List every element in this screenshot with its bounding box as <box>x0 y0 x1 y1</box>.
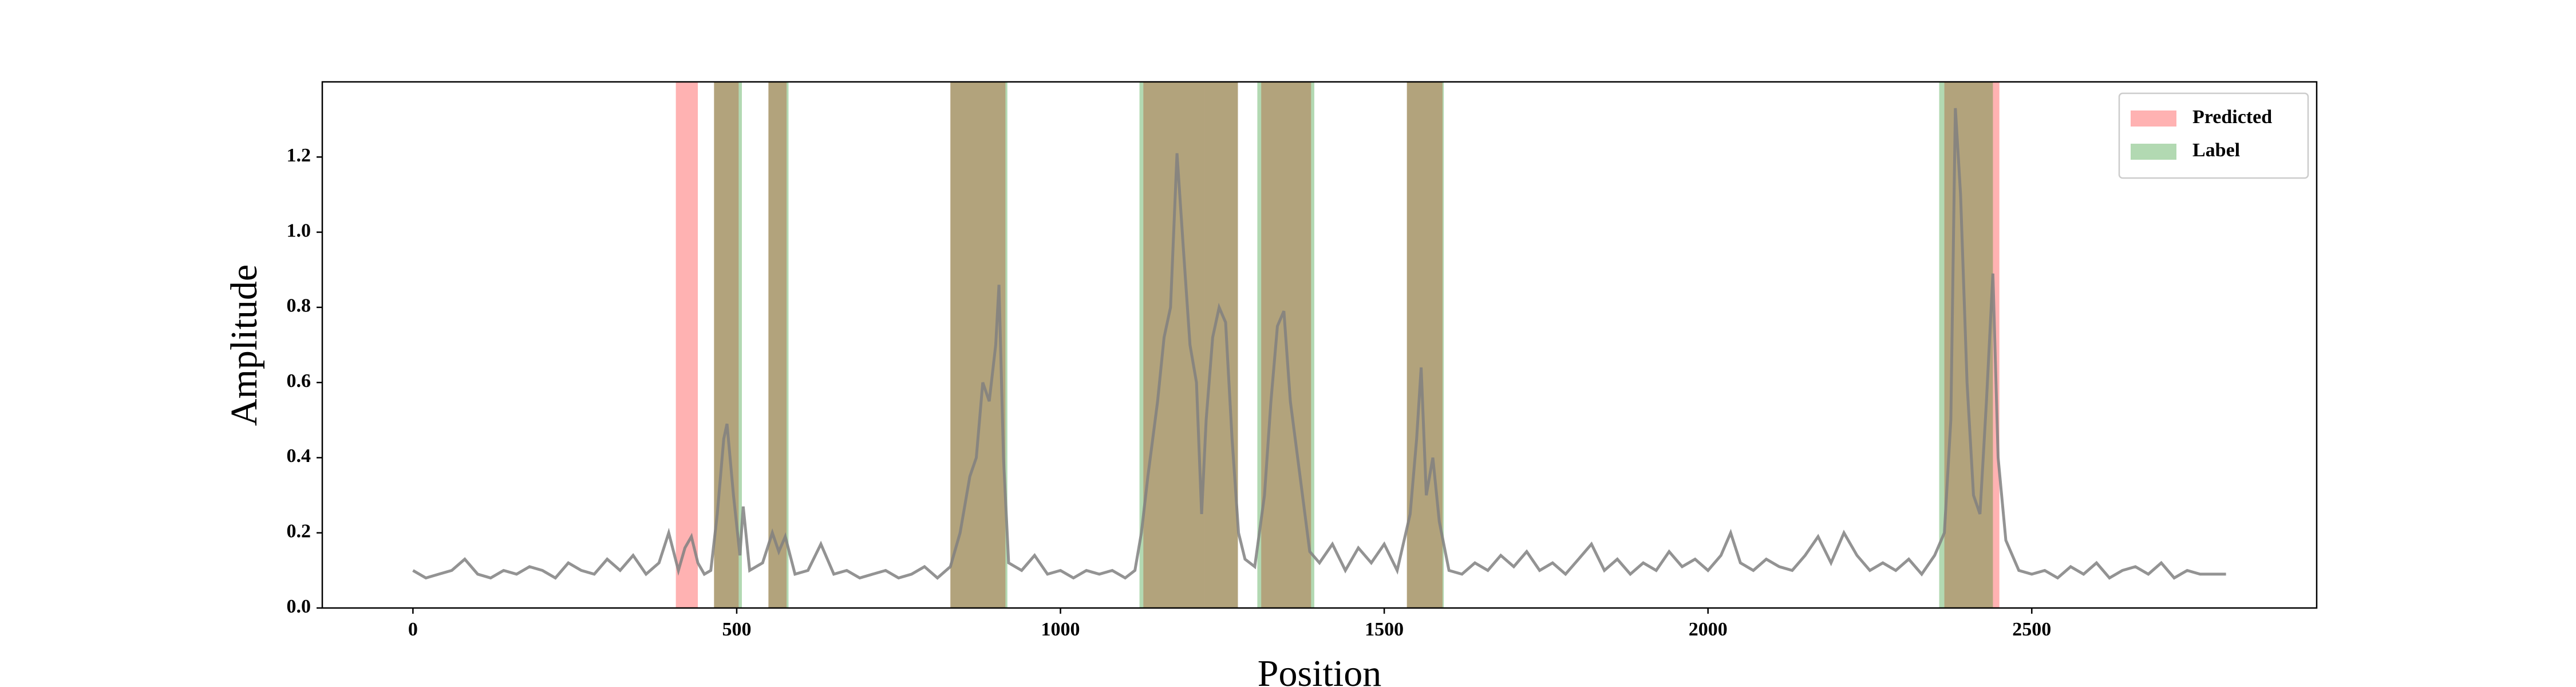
y-tick-label: 0.8 <box>287 295 311 317</box>
span <box>768 82 787 608</box>
x-axis-label: Position <box>1258 653 1381 687</box>
span <box>1406 82 1444 608</box>
legend-box <box>2118 92 2309 179</box>
legend-label: Label <box>2192 140 2240 161</box>
legend-swatch <box>2131 110 2176 127</box>
y-axis-label: Amplitude <box>223 264 265 426</box>
x-tick-label: 2000 <box>1689 619 1728 640</box>
y-tick-label: 0.6 <box>287 370 311 392</box>
x-tick-label: 1000 <box>1041 619 1080 640</box>
span <box>675 82 698 608</box>
span <box>714 82 739 608</box>
y-tick-label: 0.0 <box>287 596 311 617</box>
plot-frame <box>321 81 2318 609</box>
y-tick-label: 1.2 <box>287 145 311 166</box>
span <box>768 82 789 608</box>
legend-label: Predicted <box>2192 106 2272 128</box>
y-tick-label: 0.4 <box>287 445 311 467</box>
legend-swatch <box>2131 144 2176 160</box>
signal-line <box>412 108 2226 580</box>
x-tick-label: 1500 <box>1365 619 1404 640</box>
y-tick-label: 0.2 <box>287 521 311 542</box>
x-tick-label: 2500 <box>2012 619 2051 640</box>
x-tick-label: 0 <box>408 619 418 640</box>
span <box>1204 82 1238 608</box>
span <box>950 82 1008 608</box>
span <box>1139 82 1204 608</box>
x-tick-label: 500 <box>722 619 751 640</box>
span <box>1406 82 1443 608</box>
y-tick-label: 1.0 <box>287 220 311 241</box>
